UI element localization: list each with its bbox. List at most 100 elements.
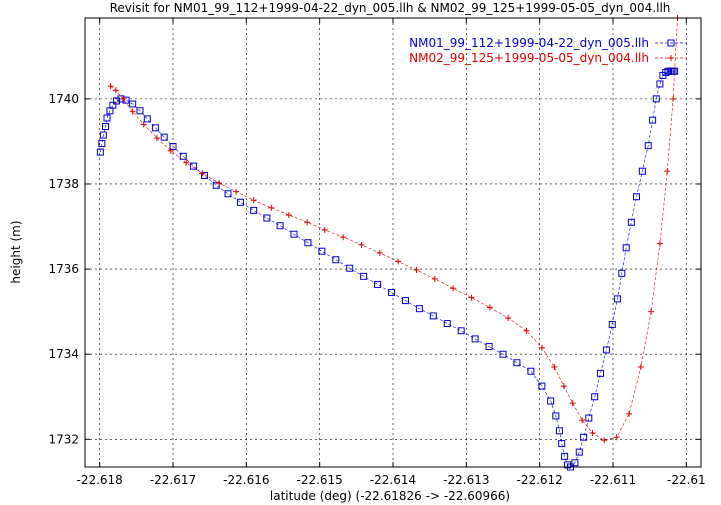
data-point	[547, 397, 555, 405]
data-point	[143, 115, 151, 123]
data-point	[429, 312, 437, 320]
x-tick-label: -22.614	[370, 473, 416, 487]
data-point	[571, 459, 579, 467]
data-point	[551, 363, 558, 370]
data-point	[401, 297, 409, 305]
data-point	[224, 190, 232, 198]
data-point	[601, 437, 608, 444]
y-tick-label: 1732	[48, 432, 79, 446]
data-point	[304, 239, 312, 247]
data-point	[637, 363, 644, 370]
data-point	[638, 167, 646, 175]
data-point	[169, 143, 177, 151]
data-point	[443, 320, 451, 328]
data-point	[561, 452, 569, 460]
y-tick-label: 1738	[48, 177, 79, 191]
data-point	[120, 95, 127, 102]
data-point	[102, 123, 110, 131]
x-tick-label: -22.615	[297, 473, 343, 487]
data-point	[555, 427, 563, 435]
data-point	[431, 275, 438, 282]
data-point	[376, 249, 383, 256]
data-point	[358, 241, 365, 248]
data-point	[346, 264, 354, 272]
data-point	[499, 350, 507, 358]
data-point	[413, 266, 420, 273]
data-point	[597, 369, 605, 377]
data-point	[190, 162, 198, 170]
x-tick-label: -22.617	[150, 473, 196, 487]
data-point	[304, 219, 311, 226]
data-point	[513, 359, 521, 367]
data-point	[263, 214, 271, 222]
x-tick-label: -22.61	[667, 473, 706, 487]
y-tick-label: 1740	[48, 92, 79, 106]
data-point	[450, 285, 457, 292]
plot-frame	[84, 17, 702, 468]
data-point	[201, 171, 209, 179]
data-point	[538, 344, 545, 351]
data-point	[216, 180, 223, 187]
data-point	[388, 289, 396, 297]
data-point	[332, 256, 340, 264]
x-tick-label: -22.612	[517, 473, 563, 487]
data-point	[627, 218, 635, 226]
data-point	[575, 448, 583, 456]
data-point	[613, 295, 621, 303]
data-point	[656, 240, 663, 247]
data-point	[98, 140, 106, 148]
data-point	[140, 121, 147, 128]
data-point	[585, 414, 593, 422]
series-line	[110, 17, 678, 441]
data-point	[591, 393, 599, 401]
data-point	[648, 308, 655, 315]
y-tick-label: 1734	[48, 347, 79, 361]
data-point	[285, 212, 292, 219]
data-point	[112, 87, 119, 94]
data-point	[99, 131, 107, 139]
data-point	[468, 294, 475, 301]
data-point	[527, 367, 535, 375]
data-point	[250, 197, 257, 204]
data-point	[622, 244, 630, 252]
data-point	[485, 343, 493, 351]
data-point	[183, 159, 190, 166]
data-point	[129, 108, 136, 115]
series-nm02	[107, 15, 681, 444]
data-point	[113, 97, 121, 105]
data-point	[153, 135, 160, 142]
series-line	[100, 70, 675, 468]
data-point	[644, 142, 652, 150]
data-point	[318, 247, 326, 255]
data-point	[560, 383, 567, 390]
data-point	[96, 148, 104, 156]
ticks: -22.618 -22.617 -22.616 -22.615 -22.614 -22.6…	[48, 18, 706, 487]
data-point	[151, 124, 159, 132]
data-point	[523, 327, 530, 334]
y-axis-label: height (m)	[9, 220, 23, 283]
data-point	[486, 304, 493, 311]
data-point	[457, 327, 465, 335]
data-point	[321, 226, 328, 233]
data-point	[179, 152, 187, 160]
data-point	[199, 170, 206, 177]
data-point	[167, 147, 174, 154]
data-point	[340, 234, 347, 241]
data-point	[626, 410, 633, 417]
data-point	[632, 193, 640, 201]
legend-label: NM02_99_125+1999-05-05_dyn_004.llh	[409, 51, 649, 65]
data-point	[652, 95, 660, 103]
data-point	[649, 116, 657, 124]
chart-title: Revisit for NM01_99_112+1999-04-22_dyn_0…	[110, 1, 671, 15]
x-tick-label: -22.613	[443, 473, 489, 487]
data-point	[613, 434, 620, 441]
data-point	[160, 133, 168, 141]
data-point	[107, 83, 114, 90]
legend: NM01_99_112+1999-04-22_dyn_005.llhNM02_9…	[409, 36, 687, 65]
data-point	[471, 335, 479, 343]
x-tick-label: -22.618	[77, 473, 123, 487]
x-tick-label: -22.616	[223, 473, 269, 487]
data-point	[664, 168, 671, 175]
data-point	[538, 382, 546, 390]
